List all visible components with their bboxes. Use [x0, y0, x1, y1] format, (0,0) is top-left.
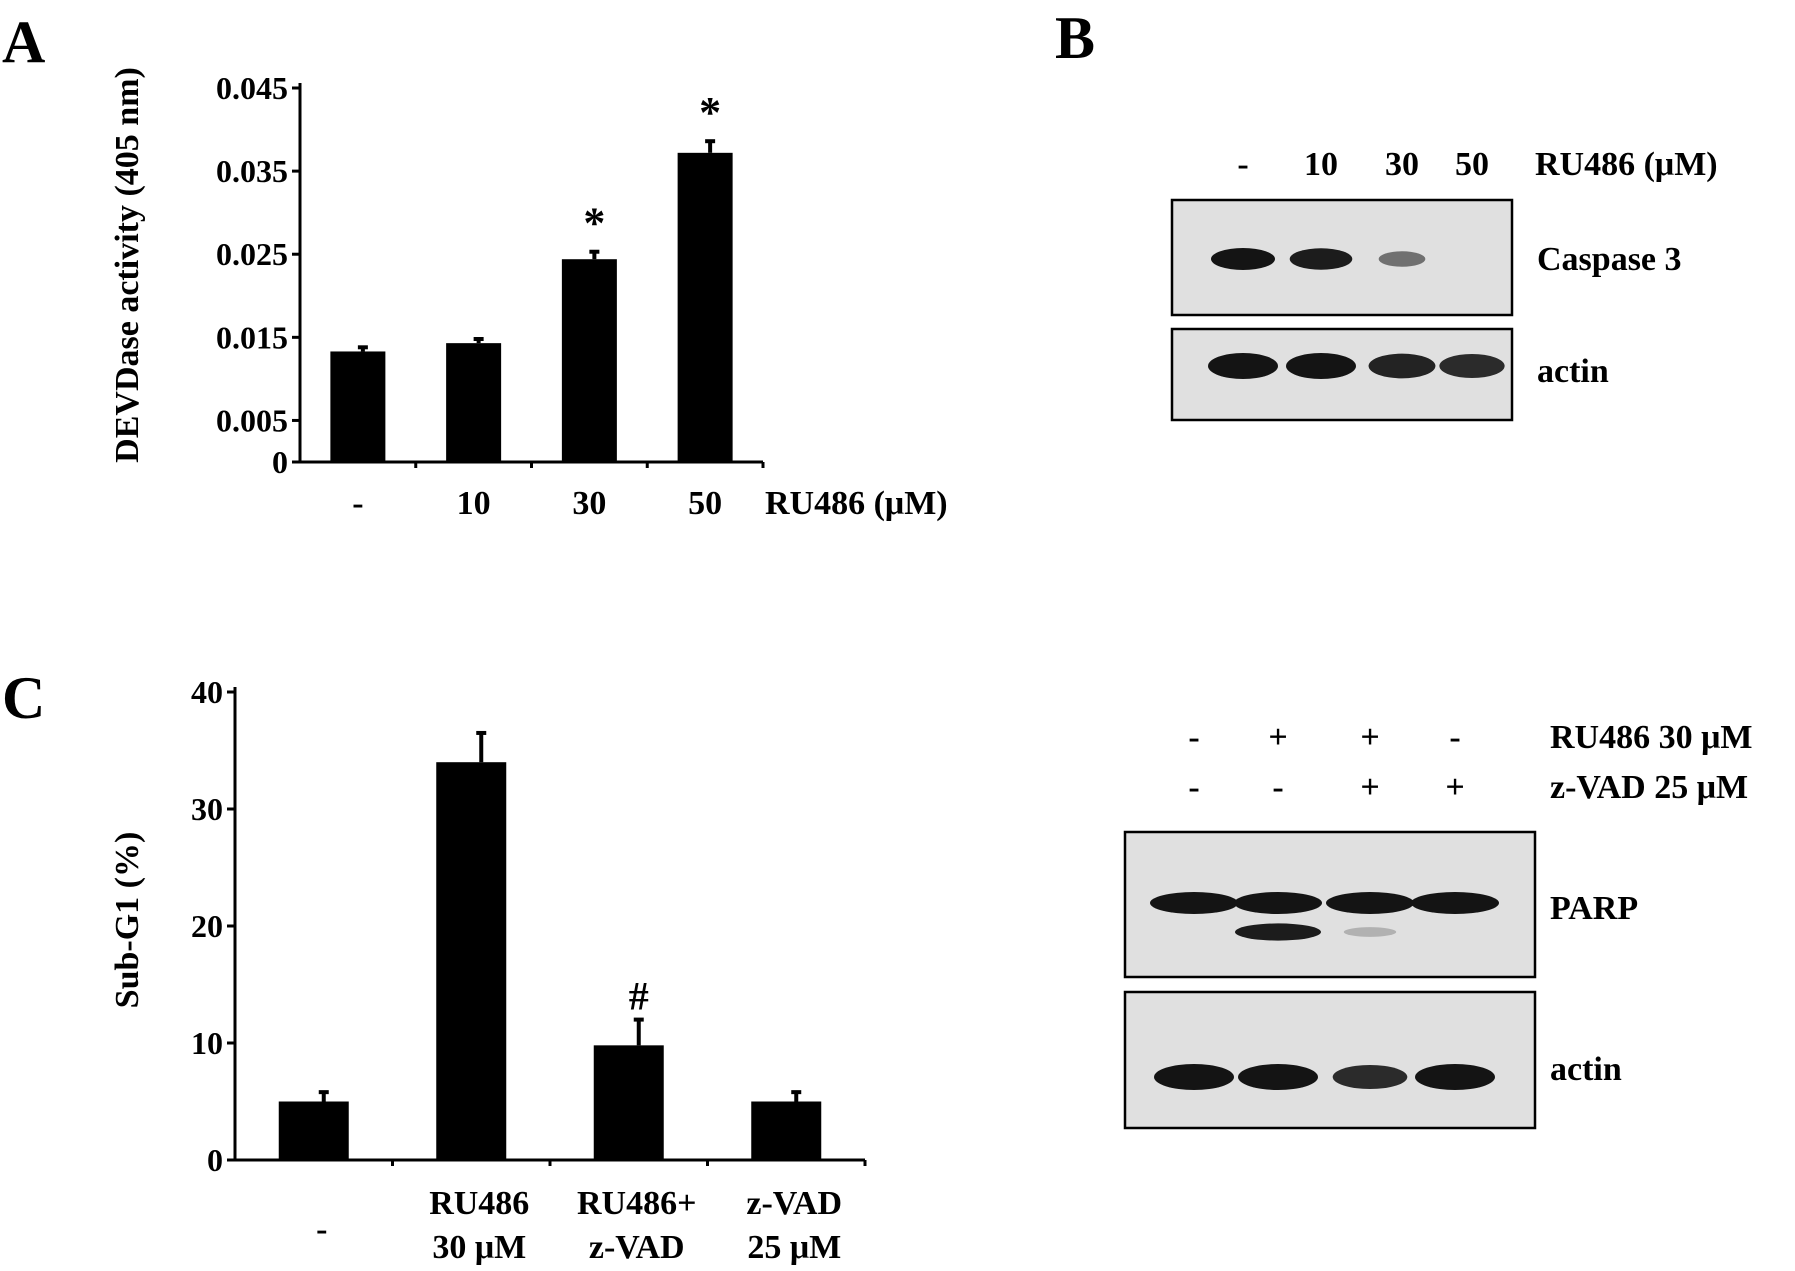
panel-a-bar [446, 343, 502, 462]
panel-d-treatment-sign: - [1272, 769, 1283, 806]
panel-a-y-tick-label: 0.015 [216, 319, 288, 355]
panel-d-treatment-label-ru486: RU486 30 μM [1550, 719, 1752, 756]
panel-d-actin-band [1415, 1064, 1495, 1090]
panel-c-category-label: RU486 [429, 1185, 529, 1222]
panel-d-actin-band [1332, 1064, 1408, 1090]
panel-d-western-blot: RU486 30 μM z-VAD 25 μM - + + - - - + + PARP acti… [1123, 719, 1752, 1130]
panel-c-bar [436, 762, 507, 1160]
panel-c-category-label: 30 μM [432, 1229, 526, 1266]
panel-a-y-tick-label: 0.005 [216, 402, 288, 438]
panel-d-treatment-sign: - [1188, 719, 1199, 756]
panel-b-caspase3-band [1378, 251, 1426, 267]
panel-b-actin-band [1208, 353, 1278, 379]
panel-b-lane-label: 10 [1304, 146, 1338, 183]
panel-a-y-tick-label: 0.045 [216, 70, 288, 106]
panel-b-actin-band [1368, 353, 1436, 379]
panel-a-category-label: - [352, 485, 363, 522]
panel-a-category-label: 30 [572, 485, 606, 522]
panel-d-actin-band [1238, 1064, 1318, 1090]
panel-d-treatment-sign: + [1445, 769, 1464, 806]
panel-b-blot-label: Caspase 3 [1537, 241, 1682, 278]
panel-d-treatment-sign: + [1360, 769, 1379, 806]
panel-a-x-axis-label: RU486 (μM) [765, 485, 948, 522]
panel-a-y-tick-label: 0 [272, 444, 288, 480]
panel-d-parp-band [1234, 892, 1322, 914]
panel-a-significance-mark: * [699, 88, 721, 137]
panel-d-parp-cleaved-band [1234, 923, 1322, 941]
panel-c-chart: Sub-G1 (%) 0 10 20 30 40 - RU486 30 μM # RU486+ z-… [109, 674, 867, 1266]
panel-c-category-label: 25 μM [747, 1229, 841, 1266]
panel-d-treatment-sign: - [1188, 769, 1199, 806]
panel-c-bar [278, 1101, 349, 1160]
panel-a-chart: DEVDase activity (405 nm) RU486 (μM) 0 0.… [109, 67, 948, 522]
panel-a-y-tick-label: 0.035 [216, 153, 288, 189]
panel-a-significance-mark: * [583, 199, 605, 248]
panel-c-category-label: z-VAD [746, 1185, 842, 1222]
panel-d-parp-band [1326, 892, 1414, 914]
panel-d-actin-membrane [1123, 990, 1537, 1130]
panel-b-blot-label: actin [1537, 353, 1609, 390]
panel-d-treatment-label-zvad: z-VAD 25 μM [1550, 769, 1748, 806]
panel-c-y-tick-label: 10 [191, 1025, 223, 1061]
panel-d-actin-band [1154, 1064, 1234, 1090]
panel-c-y-tick-label: 30 [191, 791, 223, 827]
panel-d-parp-cleaved-band [1343, 927, 1397, 937]
panel-a-category-label: 50 [688, 485, 722, 522]
panel-b-lane-label: - [1237, 146, 1248, 183]
panel-b-lane-label: 30 [1385, 146, 1419, 183]
panel-a-category-label: 10 [457, 485, 491, 522]
panel-c-y-tick-label: 20 [191, 908, 223, 944]
panel-d-parp-band [1150, 892, 1238, 914]
panel-c-y-tick-label: 40 [191, 674, 223, 710]
panel-d-blot-label: actin [1550, 1051, 1622, 1088]
panel-d-treatment-sign: + [1360, 719, 1379, 756]
panel-c-y-axis-label: Sub-G1 (%) [109, 832, 146, 1009]
panel-b-actin-band [1286, 353, 1356, 379]
panel-c-bar [593, 1045, 664, 1160]
panel-c-significance-mark: # [629, 974, 649, 1019]
panel-b-caspase3-band [1289, 248, 1353, 270]
panel-c-category-label: RU486+ [577, 1185, 696, 1222]
panel-b-lane-label: 50 [1455, 146, 1489, 183]
panel-d-blot-label: PARP [1550, 890, 1638, 927]
panel-a-bar [561, 259, 617, 462]
panel-b-treatment-label: RU486 (μM) [1535, 146, 1718, 183]
panel-b-western-blot: RU486 (μM) - 10 30 50 Caspase 3 actin [1170, 146, 1718, 422]
panel-c-category-label: z-VAD [589, 1229, 685, 1266]
panel-c-y-tick-label: 0 [207, 1142, 223, 1178]
panel-d-treatment-sign: - [1449, 719, 1460, 756]
panel-a-bar [330, 351, 386, 462]
panel-d-treatment-sign: + [1268, 719, 1287, 756]
panel-c-letter: C [2, 665, 45, 731]
panel-d-parp-band [1411, 892, 1499, 914]
panel-a-y-tick-label: 0.025 [216, 236, 288, 272]
panel-a-bar [677, 152, 733, 462]
panel-c-category-label: - [316, 1211, 327, 1248]
panel-a-y-axis-label: DEVDase activity (405 nm) [109, 67, 146, 463]
panel-a-letter: A [2, 9, 45, 75]
panel-c-bar [751, 1101, 822, 1160]
panel-b-letter: B [1055, 5, 1095, 71]
panel-b-actin-band [1439, 353, 1505, 379]
panel-b-caspase3-band [1211, 248, 1275, 270]
